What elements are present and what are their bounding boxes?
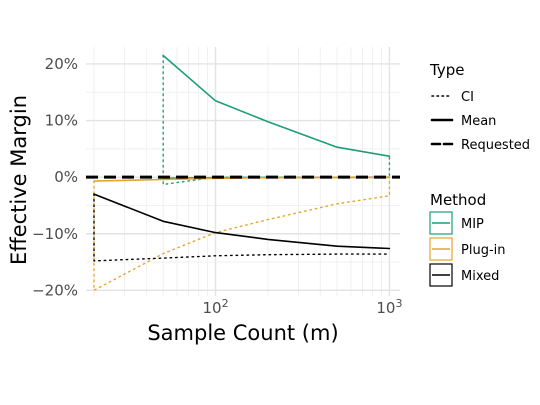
y-tick-label: −10% [32,225,78,243]
legend-label-mean: Mean [461,114,496,129]
legend-label-requested: Requested [461,138,530,153]
y-axis-title: Effective Margin [7,95,31,265]
series-line-plugin-ci [93,176,391,291]
legend: Type CI Mean Requested Method MIP Plug-in Mi… [429,61,530,287]
y-tick-label: 0% [54,168,78,186]
series-layer [93,54,391,291]
x-tick-labels: 102 103 [202,297,402,317]
legend-method-title: Method [430,191,486,209]
x-tick-label: 103 [376,297,402,317]
series-line-mixed-mean [93,193,391,250]
series-line-mixed-ci [93,193,391,262]
y-tick-label: 20% [45,55,78,73]
legend-type-items: CI Mean Requested [430,90,530,153]
legend-method-items: MIP Plug-in Mixed [429,211,505,287]
legend-label-mixed: Mixed [461,269,499,284]
y-tick-labels: 20% 10% 0% −10% −20% [32,55,78,299]
y-tick-label: 10% [45,112,78,130]
x-axis-title: Sample Count (m) [147,321,338,345]
y-tick-label: −20% [32,281,78,299]
x-tick-label: 102 [202,297,228,317]
legend-label-ci: CI [461,90,474,105]
legend-label-mip: MIP [461,217,484,232]
legend-label-plugin: Plug-in [461,243,505,258]
legend-type-title: Type [429,61,464,79]
series-line-mip-mean [162,54,391,157]
